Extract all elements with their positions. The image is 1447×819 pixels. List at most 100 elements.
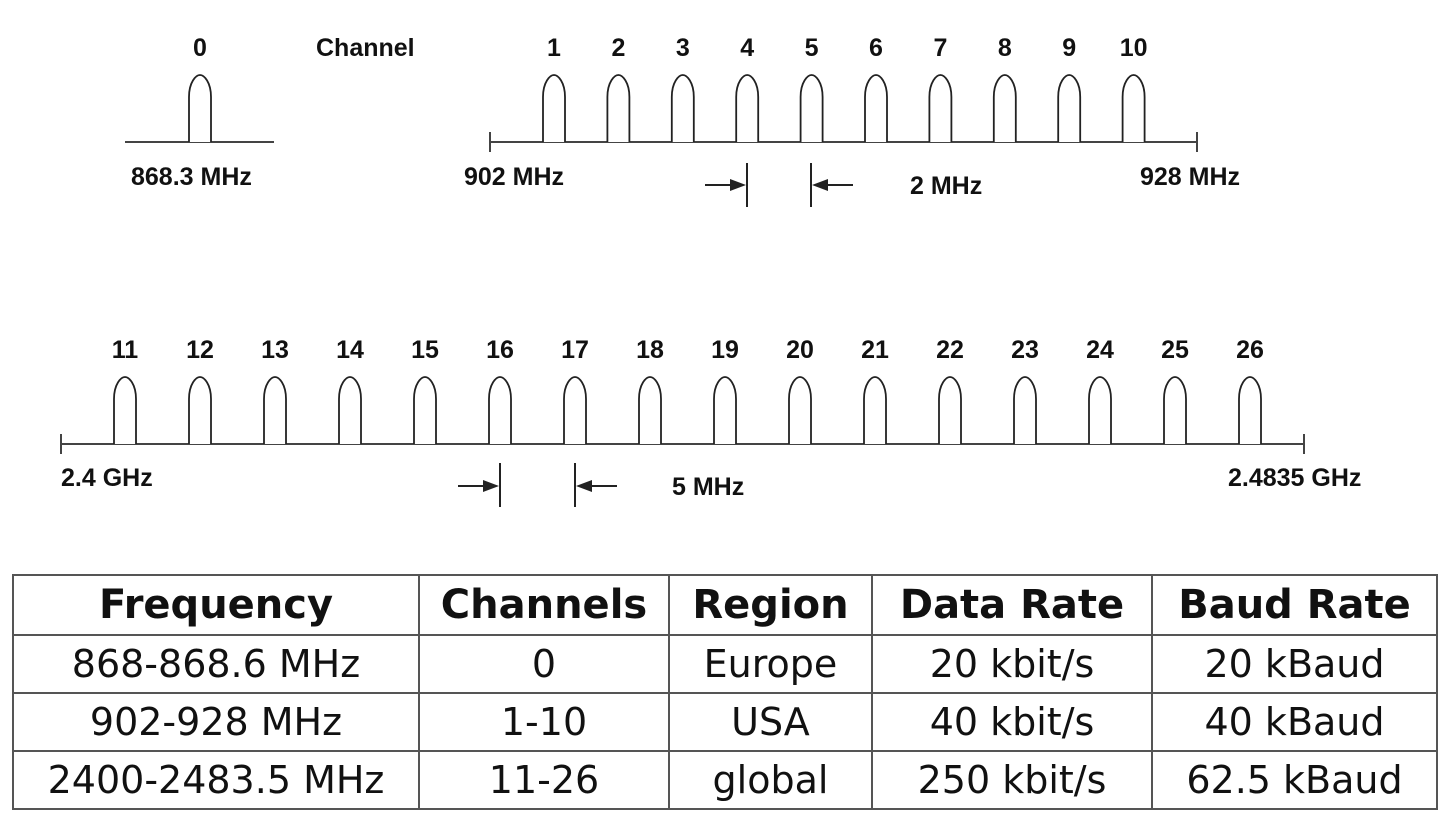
channel-peak — [863, 376, 887, 444]
channel-heading: Channel — [316, 34, 415, 62]
table-cell: 902-928 MHz — [12, 692, 420, 752]
spacing-arrowhead-right — [812, 179, 828, 191]
channel-diagram: 0 868.3 MHz Channel 1 2 3 4 5 6 7 8 9 10 902 MHz … — [60, 34, 1361, 507]
channel-peak — [1088, 376, 1112, 444]
channel-number-label: 14 — [336, 336, 364, 364]
band-table: Frequency Channels Region Data Rate Baud Rat… — [12, 574, 1438, 810]
table-cell: 868-868.6 MHz — [12, 634, 420, 694]
channel-number-label: 3 — [676, 34, 690, 62]
band-868-freq-label: 868.3 MHz — [131, 163, 252, 191]
channel-peak — [113, 376, 137, 444]
channel-peak — [263, 376, 287, 444]
table-cell: 2400-2483.5 MHz — [12, 750, 420, 810]
band-868-peaks: 0 — [188, 34, 212, 142]
channel-peak — [638, 376, 662, 444]
band-915-end-label: 928 MHz — [1140, 163, 1240, 191]
channel-number-label: 20 — [786, 336, 814, 364]
band-915-peaks: 1 2 3 4 5 6 7 8 9 10 — [542, 34, 1148, 142]
channel-peak — [606, 74, 631, 142]
column-header: Channels — [418, 574, 670, 636]
channel-peak — [1163, 376, 1187, 444]
channel-peak — [413, 376, 437, 444]
channel-number-label: 23 — [1011, 336, 1039, 364]
table-cell: 11-26 — [418, 750, 670, 810]
column-header: Frequency — [12, 574, 420, 636]
channel-peak — [938, 376, 962, 444]
band-868-group: 0 868.3 MHz — [125, 34, 274, 191]
table-row: 902-928 MHz 1-10 USA 40 kbit/s 40 kBaud — [12, 692, 1438, 752]
channel-peak — [670, 74, 695, 142]
channel-number-label: 18 — [636, 336, 664, 364]
channel-number-label: 5 — [805, 34, 819, 62]
channel-peak — [788, 376, 812, 444]
band-915-start-label: 902 MHz — [464, 163, 564, 191]
channel-peak — [735, 74, 760, 142]
band-915-spacing-label: 2 MHz — [910, 172, 982, 200]
channel-number-label: 13 — [261, 336, 289, 364]
table-cell: 250 kbit/s — [871, 750, 1153, 810]
table-header-row: Frequency Channels Region Data Rate Baud Rat… — [12, 574, 1438, 636]
channel-number-label: 21 — [861, 336, 889, 364]
channel-number-label: 17 — [561, 336, 589, 364]
table-cell: 20 kBaud — [1151, 634, 1438, 694]
channel-peak — [799, 74, 824, 142]
channel-peak — [563, 376, 587, 444]
table-cell: 1-10 — [418, 692, 670, 752]
band-2450-spacing-marker — [458, 463, 617, 507]
channel-peak — [488, 376, 512, 444]
channel-number-label: 26 — [1236, 336, 1264, 364]
table-cell: 40 kbit/s — [871, 692, 1153, 752]
channel-peak — [1121, 74, 1146, 142]
channel-peak — [864, 74, 888, 142]
channel-number-label: 12 — [186, 336, 214, 364]
channel-number-label: 7 — [933, 34, 947, 62]
channel-number-label: 0 — [193, 34, 207, 62]
channel-peak — [992, 74, 1017, 142]
spacing-arrowhead-left — [730, 179, 746, 191]
table-cell: 20 kbit/s — [871, 634, 1153, 694]
channel-peak — [542, 74, 566, 142]
table-cell: global — [668, 750, 873, 810]
column-header: Data Rate — [871, 574, 1153, 636]
channel-peak — [1013, 376, 1037, 444]
channel-number-label: 16 — [486, 336, 514, 364]
column-header: Region — [668, 574, 873, 636]
table-cell: 40 kBaud — [1151, 692, 1438, 752]
channel-number-label: 6 — [869, 34, 883, 62]
channel-number-label: 9 — [1062, 34, 1076, 62]
column-header: Baud Rate — [1151, 574, 1438, 636]
table-cell: Europe — [668, 634, 873, 694]
table-cell: 62.5 kBaud — [1151, 750, 1438, 810]
channel-peak — [713, 376, 737, 444]
band-2450-peaks: 11 12 13 14 15 16 17 18 19 20 21 22 23 24 25 26 — [112, 336, 1264, 444]
channel-number-label: 10 — [1120, 34, 1148, 62]
band-915-spacing-marker — [705, 163, 853, 207]
band-2450-group: 11 12 13 14 15 16 17 18 19 20 21 22 23 24 25 26 2.4 GHz… — [60, 336, 1361, 507]
channel-number-label: 22 — [936, 336, 964, 364]
channel-peak — [338, 376, 362, 444]
band-2450-start-label: 2.4 GHz — [61, 464, 153, 492]
channel-number-label: 2 — [611, 34, 625, 62]
table-cell: USA — [668, 692, 873, 752]
spacing-arrowhead-left — [483, 480, 499, 492]
table-cell: 0 — [418, 634, 670, 694]
channel-number-label: 15 — [411, 336, 439, 364]
channel-peak — [188, 376, 212, 444]
channel-number-label: 19 — [711, 336, 739, 364]
channel-number-label: 4 — [740, 34, 754, 62]
table-body: 868-868.6 MHz 0 Europe 20 kbit/s 20 kBaud 902… — [12, 634, 1438, 810]
channel-number-label: 8 — [998, 34, 1012, 62]
band-915-group: 1 2 3 4 5 6 7 8 9 10 902 MHz 928 MHz 2 MHz — [464, 34, 1240, 207]
channel-peak — [1057, 74, 1082, 142]
table-row: 868-868.6 MHz 0 Europe 20 kbit/s 20 kBaud — [12, 634, 1438, 694]
spacing-arrowhead-right — [576, 480, 592, 492]
table-row: 2400-2483.5 MHz 11-26 global 250 kbit/s 62.5… — [12, 750, 1438, 810]
channel-number-label: 1 — [547, 34, 561, 62]
band-2450-spacing-label: 5 MHz — [672, 473, 744, 501]
channel-number-label: 25 — [1161, 336, 1189, 364]
channel-peak — [1238, 376, 1262, 444]
band-2450-end-label: 2.4835 GHz — [1228, 464, 1361, 492]
channel-number-label: 24 — [1086, 336, 1114, 364]
channel-peak — [928, 74, 953, 142]
channel-number-label: 11 — [112, 336, 139, 364]
